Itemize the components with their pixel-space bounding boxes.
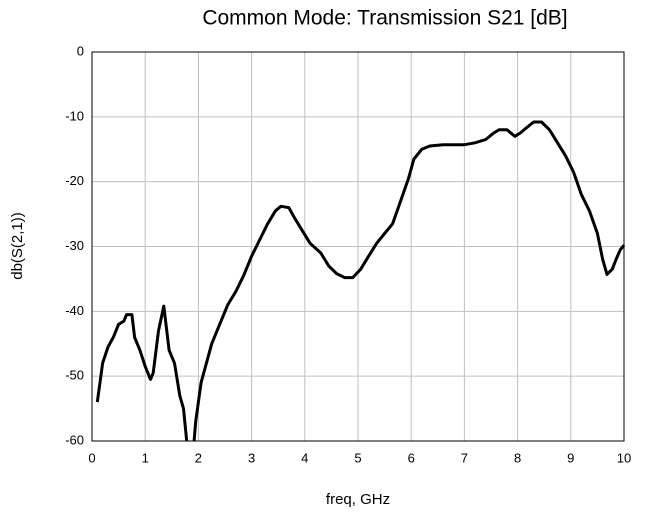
y-tick-label: -60 — [65, 432, 84, 447]
y-tick-label: -50 — [65, 368, 84, 383]
y-tick-label: 0 — [77, 43, 84, 58]
y-tick-label: -20 — [65, 173, 84, 188]
x-tick-label: 0 — [88, 450, 95, 465]
chart-title: Common Mode: Transmission S21 [dB] — [202, 7, 567, 30]
x-tick-label: 7 — [461, 450, 468, 465]
y-tick-label: -30 — [65, 238, 84, 253]
y-tick-label: -40 — [65, 303, 84, 318]
x-tick-label: 2 — [195, 450, 202, 465]
y-axis-label: db(S(2,1)) — [9, 212, 26, 280]
x-tick-label: 1 — [142, 450, 149, 465]
x-tick-label: 10 — [617, 450, 631, 465]
x-tick-label: 3 — [248, 450, 255, 465]
y-tick-label: -10 — [65, 108, 84, 123]
x-tick-label: 8 — [514, 450, 521, 465]
x-tick-label: 4 — [301, 450, 308, 465]
x-tick-label: 6 — [408, 450, 415, 465]
x-axis-label: freq, GHz — [326, 491, 390, 508]
data-line — [95, 120, 626, 442]
x-tick-label: 5 — [354, 450, 361, 465]
x-tick-label: 9 — [567, 450, 574, 465]
